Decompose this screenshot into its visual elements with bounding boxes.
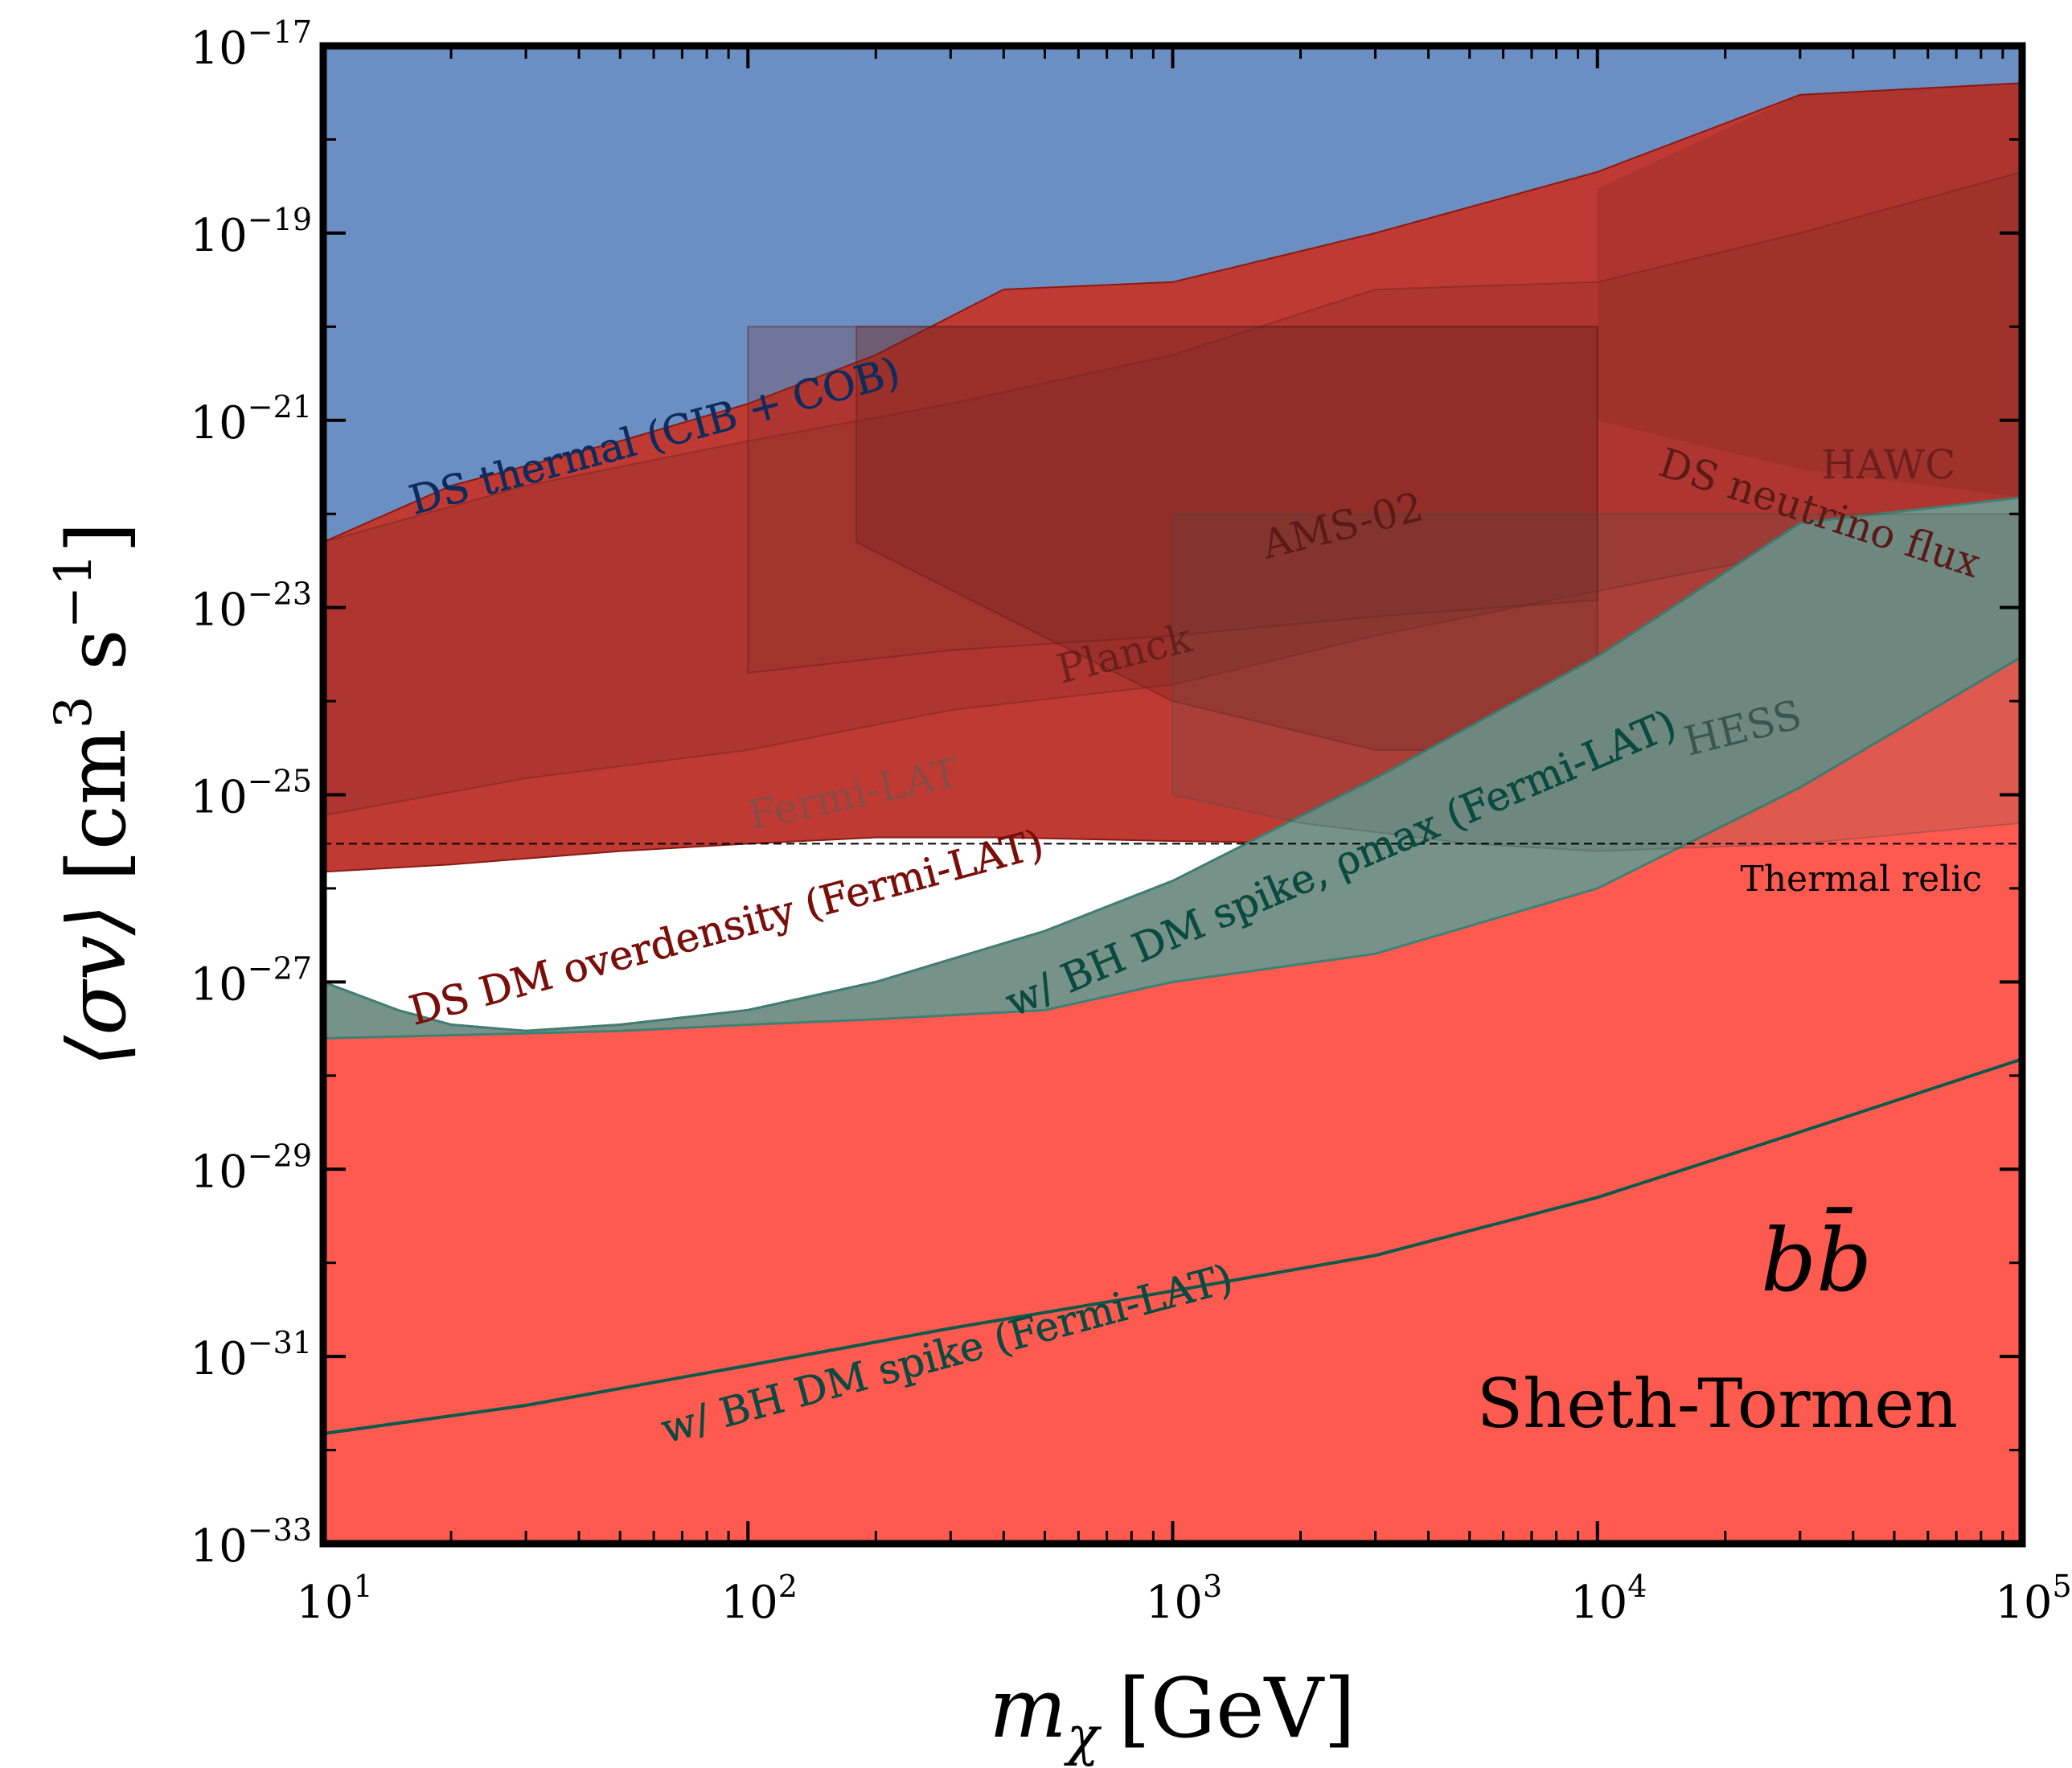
y-tick-label: 10−27 — [191, 950, 312, 1011]
x-tick-label: 103 — [1146, 1569, 1222, 1629]
label-hawc: HAWC — [1821, 441, 1955, 488]
y-axis-title: ⟨σv⟩[cm3 s−1] — [44, 522, 144, 1067]
plot-area — [323, 46, 2022, 1544]
planck-area — [747, 326, 1598, 675]
hess-area — [1171, 513, 2022, 852]
ds-thermal-area — [323, 46, 2022, 543]
y-tick-label: 10−33 — [191, 1512, 312, 1573]
hawc-area — [1597, 83, 2022, 498]
tick-labels: 101 102 103 104 105 10−17 10−19 10−21 10−23 10−25… — [191, 14, 2072, 1629]
y-tick-label: 10−19 — [191, 202, 312, 262]
y-tick-label: 10−23 — [191, 576, 312, 637]
y-tick-label: 10−31 — [191, 1325, 312, 1385]
x-tick-label: 105 — [1995, 1569, 2071, 1629]
y-tick-label: 10−25 — [191, 764, 312, 824]
y-tick-label: 10−29 — [191, 1138, 312, 1198]
channel-label: bb̄ — [1761, 1207, 1872, 1311]
bh-spike-rho-area — [323, 496, 2022, 1040]
bh-spike-line — [323, 1057, 2022, 1436]
model-label: Sheth-Tormen — [1477, 1364, 1958, 1443]
label-thermal-relic: Thermal relic — [1740, 859, 1982, 900]
ams-02-area — [855, 326, 1598, 751]
x-tick-label: 101 — [296, 1569, 372, 1629]
y-tick-label: 10−21 — [191, 389, 312, 449]
x-tick-label: 104 — [1570, 1569, 1647, 1629]
plot-frame — [319, 42, 2026, 1548]
x-tick-label: 102 — [721, 1569, 798, 1629]
x-axis-title: mχ [GeV] — [989, 1661, 1356, 1767]
y-tick-label: 10−17 — [191, 14, 312, 75]
fermi-lat-area — [323, 170, 2022, 817]
